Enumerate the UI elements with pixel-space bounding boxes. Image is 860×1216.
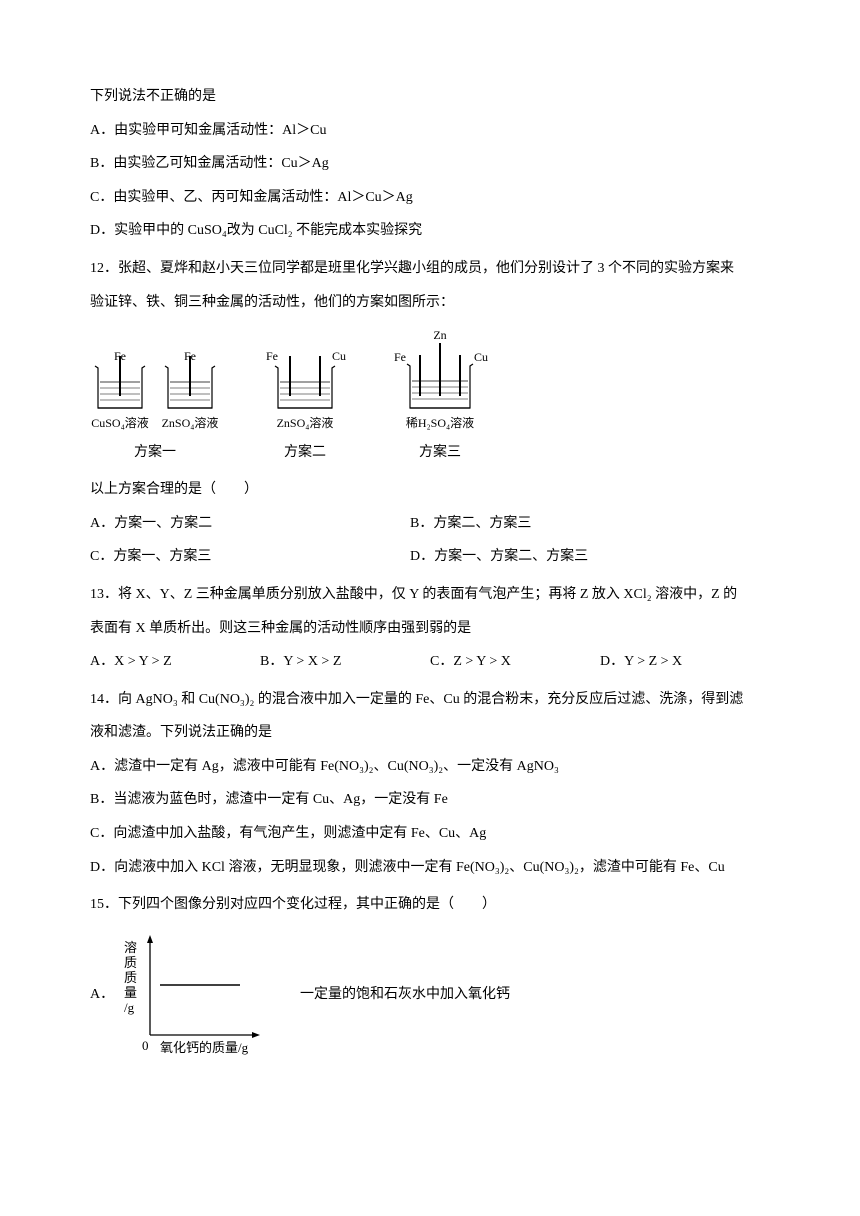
scheme1-beaker-cuso4: Fe CuSO₄溶液 xyxy=(90,346,150,430)
q14-opt-a: A．滤渣中一定有 Ag，滤液中可能有 Fe(NO₃)₂、Cu(NO₃)₂、一定没… xyxy=(90,750,770,784)
q12-followup: 以上方案合理的是（ ） xyxy=(90,473,770,507)
scheme2-beaker: Fe Cu ZnSO₄溶液 xyxy=(260,346,350,430)
q14-stem-line2: 液和滤渣。下列说法正确的是 xyxy=(90,716,770,750)
fe-label: Fe xyxy=(114,342,126,371)
zn-label: Zn xyxy=(433,329,446,341)
scheme1-title: 方案一 xyxy=(134,435,176,469)
scheme2-group: Fe Cu ZnSO₄溶液 方案二 xyxy=(260,346,350,468)
scheme1-group: Fe CuSO₄溶液 Fe xyxy=(90,346,220,468)
q11-opt-a: A．由实验甲可知金属活动性：Al＞Cu xyxy=(90,114,770,148)
znso4-label-2: ZnSO₄溶液 xyxy=(277,416,334,430)
ylabel-line5: /g xyxy=(124,1000,135,1015)
ylabel-line3: 质 xyxy=(124,970,137,985)
q13-opt-a: A．X > Y > Z xyxy=(90,645,260,679)
q15-graph-a: 溶 质 质 量 /g 0 氧化钙的质量/g xyxy=(120,930,270,1060)
q11-opt-c: C．由实验甲、乙、丙可知金属活动性：Al＞Cu＞Ag xyxy=(90,181,770,215)
q13-options: A．X > Y > Z B．Y > X > Z C．Z > Y > X D．Y … xyxy=(90,645,770,679)
q14-opt-d: D．向滤液中加入 KCl 溶液，无明显现象，则滤液中一定有 Fe(NO₃)₂、C… xyxy=(90,851,770,885)
q13-stem-line2: 表面有 X 单质析出。则这三种金属的活动性顺序由强到弱的是 xyxy=(90,612,770,646)
fe-label: Fe xyxy=(266,342,278,371)
q15-opt-a-desc: 一定量的饱和石灰水中加入氧化钙 xyxy=(300,978,510,1012)
q14-opt-c: C．向滤渣中加入盐酸，有气泡产生，则滤渣中定有 Fe、Cu、Ag xyxy=(90,817,770,851)
q13-opt-b: B．Y > X > Z xyxy=(260,645,430,679)
q11-opt-d: D．实验甲中的 CuSO₄改为 CuCl₂ 不能完成本实验探究 xyxy=(90,214,770,248)
q11-opt-b: B．由实验乙可知金属活动性：Cu＞Ag xyxy=(90,147,770,181)
q12-stem-line2: 验证锌、铁、铜三种金属的活动性，他们的方案如图所示： xyxy=(90,286,770,320)
scheme3-title: 方案三 xyxy=(419,435,461,469)
q12-diagram: Fe CuSO₄溶液 Fe xyxy=(90,329,770,468)
q15-stem: 15．下列四个图像分别对应四个变化过程，其中正确的是（ ） xyxy=(90,888,770,922)
scheme2-title: 方案二 xyxy=(284,435,326,469)
znso4-label: ZnSO₄溶液 xyxy=(162,416,219,430)
xlabel: 氧化钙的质量/g xyxy=(160,1040,249,1055)
scheme3-group: Zn Fe Cu 稀H₂SO₄溶液 方案三 xyxy=(390,329,490,468)
q14-stem-line1: 14．向 AgNO₃ 和 Cu(NO₃)₂ 的混合液中加入一定量的 Fe、Cu … xyxy=(90,683,770,717)
ylabel-line4: 量 xyxy=(124,985,137,1000)
q12-options-row2: C．方案一、方案三 D．方案一、方案二、方案三 xyxy=(90,540,770,574)
cuso4-label: CuSO₄溶液 xyxy=(91,416,149,430)
line-chart-icon: 溶 质 质 量 /g 0 氧化钙的质量/g xyxy=(120,930,270,1060)
q13-opt-c: C．Z > Y > X xyxy=(430,645,600,679)
q12-opt-a: A．方案一、方案二 xyxy=(90,507,410,541)
h2so4-label: 稀H₂SO₄溶液 xyxy=(406,416,474,430)
q12-opt-b: B．方案二、方案三 xyxy=(410,507,531,541)
cu-label: Cu xyxy=(332,342,346,371)
ylabel-line1: 溶 xyxy=(124,940,137,955)
ylabel-line2: 质 xyxy=(124,955,137,970)
q15-letter-a: A． xyxy=(90,978,120,1012)
q11-stem: 下列说法不正确的是 xyxy=(90,80,770,114)
q12-options-row1: A．方案一、方案二 B．方案二、方案三 xyxy=(90,507,770,541)
q12-opt-c: C．方案一、方案三 xyxy=(90,540,410,574)
q15-opt-a-row: A． 溶 质 质 量 /g 0 氧化钙的质量/g 一定量的饱和石灰水中加入氧化钙 xyxy=(90,930,770,1060)
q14-opt-b: B．当滤液为蓝色时，滤渣中一定有 Cu、Ag，一定没有 Fe xyxy=(90,783,770,817)
q13-stem-line1: 13．将 X、Y、Z 三种金属单质分别放入盐酸中，仅 Y 的表面有气泡产生；再将… xyxy=(90,578,770,612)
q12-opt-d: D．方案一、方案二、方案三 xyxy=(410,540,588,574)
fe-label: Fe xyxy=(184,342,196,371)
scheme1-beaker-znso4: Fe ZnSO₄溶液 xyxy=(160,346,220,430)
q12-stem-line1: 12．张超、夏烨和赵小天三位同学都是班里化学兴趣小组的成员，他们分别设计了 3 … xyxy=(90,252,770,286)
cu-label: Cu xyxy=(474,343,488,372)
origin-zero: 0 xyxy=(142,1038,149,1053)
q13-opt-d: D．Y > Z > X xyxy=(600,645,770,679)
scheme3-beaker: Zn Fe Cu 稀H₂SO₄溶液 xyxy=(390,329,490,430)
fe-label: Fe xyxy=(394,343,406,372)
